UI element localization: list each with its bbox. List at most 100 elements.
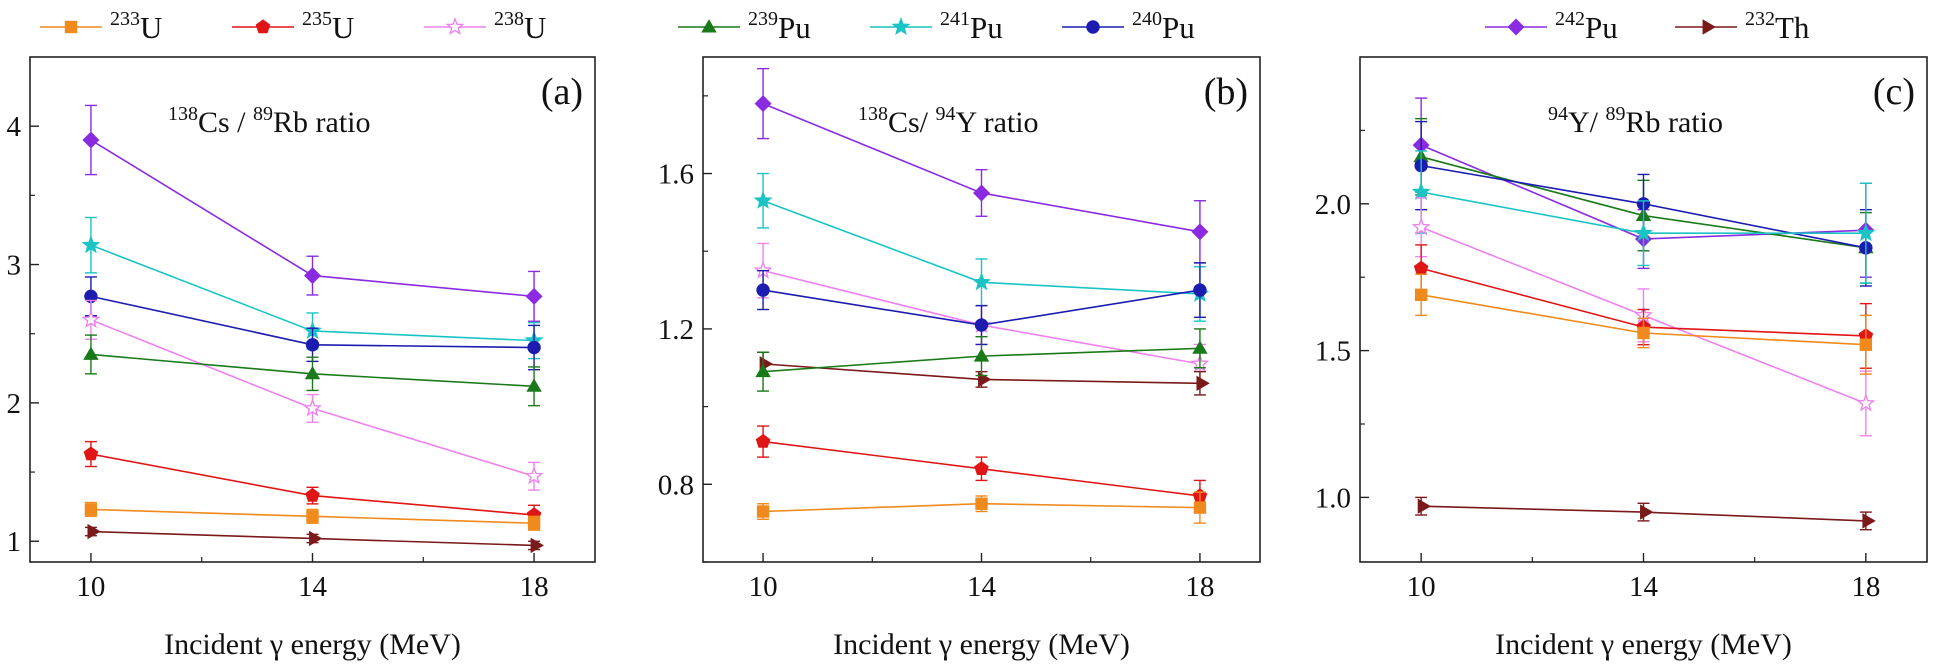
panel-label: (c) xyxy=(1873,71,1915,113)
panel-title: 94Y/ 89Rb ratio xyxy=(1548,103,1723,139)
y-tick-label: 2 xyxy=(7,388,22,420)
legend-entry-u235: 235U xyxy=(232,8,354,45)
data-point xyxy=(526,378,542,392)
data-point xyxy=(305,338,320,352)
legend-entry-pu240: 240Pu xyxy=(1062,8,1195,45)
legend-marker-icon xyxy=(891,17,911,36)
data-point xyxy=(754,95,772,113)
data-point xyxy=(1637,326,1650,340)
data-point xyxy=(756,283,770,297)
series-pu242 xyxy=(82,104,543,322)
legend-marker-icon xyxy=(64,20,78,34)
legend-label: 240Pu xyxy=(1132,8,1195,45)
data-point xyxy=(1193,283,1207,297)
data-point xyxy=(527,340,541,355)
data-point xyxy=(306,510,319,523)
panel-title: 138Cs / 89Rb ratio xyxy=(168,103,371,139)
x-tick-label: 18 xyxy=(1185,571,1214,603)
data-point xyxy=(527,517,541,530)
data-point xyxy=(1634,223,1653,242)
y-tick-label: 1.6 xyxy=(658,159,694,191)
data-point xyxy=(756,505,770,518)
data-point xyxy=(1413,260,1429,275)
x-axis-label: Incident γ energy (MeV) xyxy=(164,628,461,661)
x-tick-label: 14 xyxy=(298,571,328,603)
data-point xyxy=(1417,498,1432,514)
data-point xyxy=(1856,393,1876,412)
data-point xyxy=(1414,288,1428,302)
data-point xyxy=(304,267,321,285)
data-point xyxy=(755,433,771,448)
series-u233 xyxy=(756,491,1207,524)
series-line xyxy=(90,453,535,516)
data-point xyxy=(1411,182,1431,201)
legend-entry-u238: 238U xyxy=(424,8,546,45)
data-point xyxy=(973,184,990,202)
data-point xyxy=(753,190,773,209)
x-tick-label: 10 xyxy=(1407,571,1436,603)
data-point xyxy=(972,272,991,291)
y-tick-label: 1.2 xyxy=(658,314,694,346)
data-point xyxy=(83,346,99,360)
data-point xyxy=(1192,340,1208,354)
data-point xyxy=(81,309,101,328)
legend-label: 235U xyxy=(302,8,354,45)
data-point xyxy=(974,318,989,332)
data-point xyxy=(1193,501,1207,514)
data-point xyxy=(303,398,322,417)
legend-entry-pu242: 242Pu xyxy=(1485,8,1618,45)
y-tick-label: 2.0 xyxy=(1315,189,1351,221)
legend: 233U 235U 238U 239Pu 241Pu 240Pu 242Pu 232Th xyxy=(40,8,1810,45)
legend-label: 238U xyxy=(494,8,546,45)
panel-c: 1.0 1.5 2.0 10 14 18 Incident γ energy (MeV) (c… xyxy=(1315,56,1928,661)
x-tick-label: 10 xyxy=(749,571,778,603)
legend-entry-u233: 233U xyxy=(40,8,162,45)
y-tick-label: 1 xyxy=(7,526,22,558)
data-point xyxy=(973,348,990,362)
series-pu239 xyxy=(755,328,1208,392)
data-point xyxy=(304,365,321,380)
panel-label: (b) xyxy=(1204,71,1248,113)
legend-entry-pu239: 239Pu xyxy=(678,8,811,45)
data-point xyxy=(1191,223,1209,241)
panel-a: 1 2 3 4 10 14 18 Incident γ energy (MeV) (a) 138C… xyxy=(7,56,596,661)
y-tick-label: 3 xyxy=(7,250,22,282)
series-u233 xyxy=(1414,273,1873,375)
panel-b: 0.8 1.2 1.6 10 14 18 Incident γ energy (MeV) (b… xyxy=(658,56,1261,661)
legend-label: 233U xyxy=(110,8,162,45)
x-axis-label: Incident γ energy (MeV) xyxy=(833,628,1130,661)
x-tick-label: 18 xyxy=(1851,571,1880,603)
data-point xyxy=(1196,375,1210,392)
legend-label: 239Pu xyxy=(748,8,811,45)
data-point xyxy=(524,466,544,485)
x-tick-label: 14 xyxy=(1629,571,1659,603)
series-u238 xyxy=(81,299,544,491)
data-point xyxy=(1640,504,1654,520)
x-tick-label: 14 xyxy=(967,571,997,603)
legend-label: 241Pu xyxy=(940,8,1003,45)
data-point xyxy=(84,503,98,516)
legend-marker-icon xyxy=(445,17,465,36)
legend-entry-th232: 232Th xyxy=(1675,8,1810,45)
x-axis-label: Incident γ energy (MeV) xyxy=(1495,628,1792,661)
data-point xyxy=(309,530,323,547)
legend-marker-icon xyxy=(1702,19,1716,35)
legend-marker-icon xyxy=(701,19,717,33)
data-point xyxy=(755,363,771,378)
legend-label: 232Th xyxy=(1745,8,1810,45)
panels: 1 2 3 4 10 14 18 Incident γ energy (MeV) (a) 138C… xyxy=(7,56,1928,661)
series-pu242 xyxy=(754,67,1209,264)
data-point xyxy=(87,523,101,540)
series-th232 xyxy=(1415,496,1876,531)
series-u233 xyxy=(84,501,541,531)
series-th232 xyxy=(84,523,544,554)
y-tick-label: 0.8 xyxy=(658,469,694,501)
data-point xyxy=(1411,217,1431,236)
data-point xyxy=(82,131,100,149)
legend-entry-pu241: 241Pu xyxy=(870,8,1003,45)
data-point xyxy=(81,235,101,254)
data-point xyxy=(974,461,989,475)
data-point xyxy=(975,497,988,510)
data-point xyxy=(1856,223,1876,242)
